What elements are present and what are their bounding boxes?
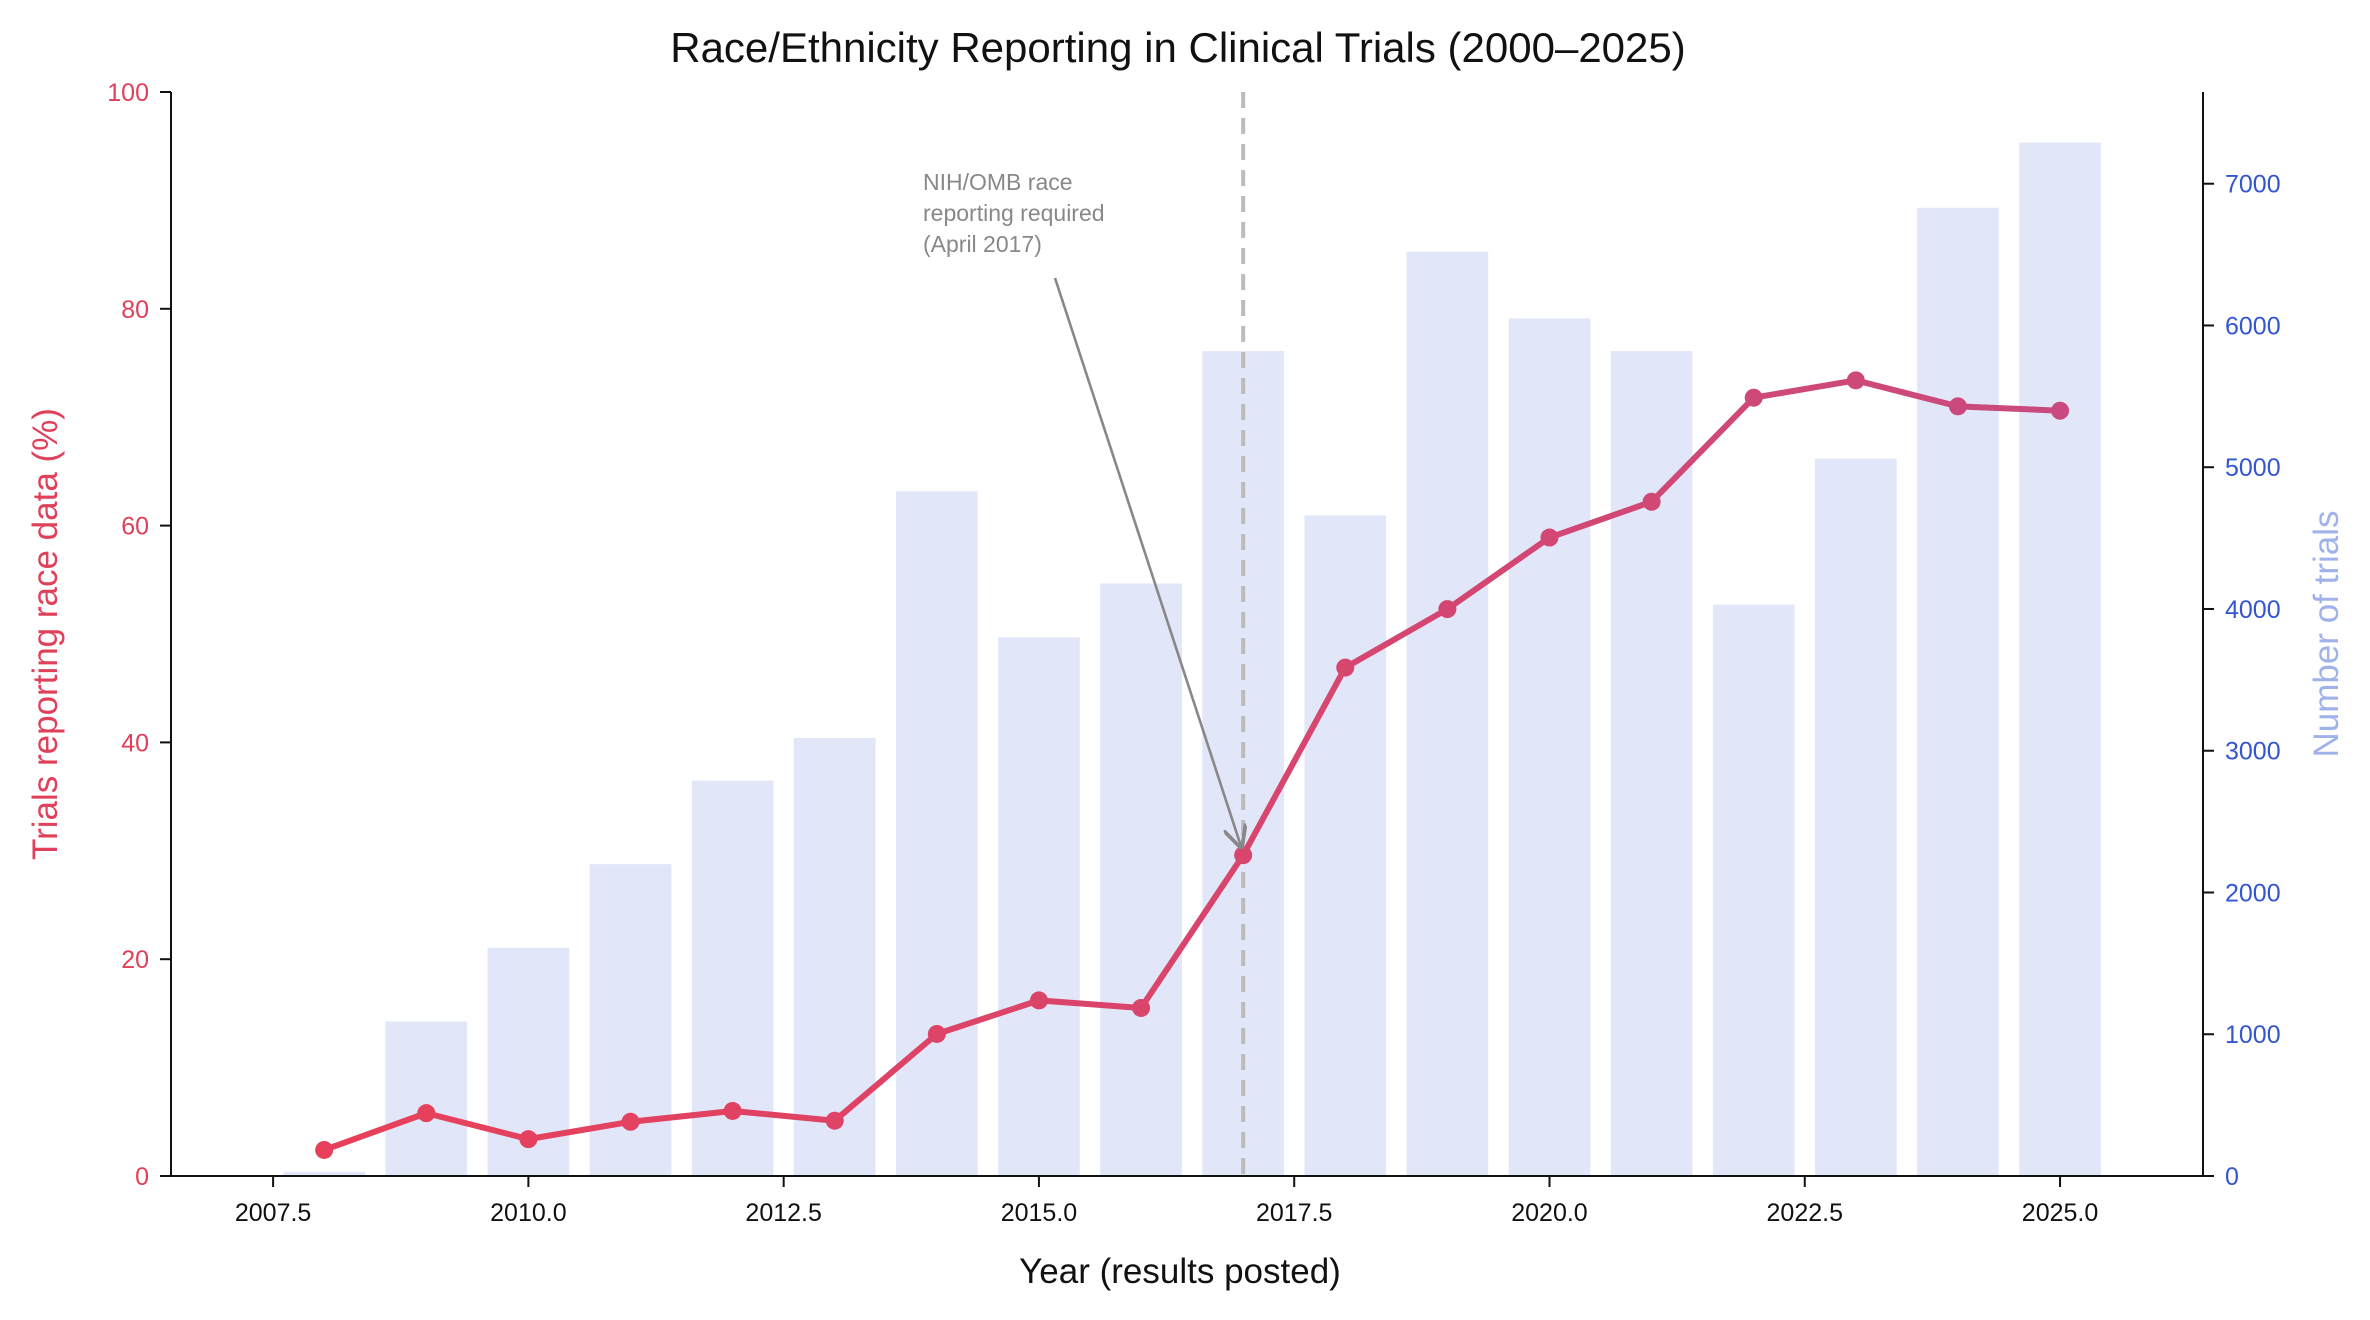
data-point (1744, 388, 1763, 407)
data-point (417, 1104, 436, 1123)
data-point (1846, 371, 1865, 390)
right-y-tick-label: 5000 (2225, 454, 2281, 482)
data-point (315, 1140, 334, 1159)
bar (998, 637, 1080, 1176)
data-point (1642, 492, 1661, 511)
x-tick-label: 2012.5 (745, 1199, 821, 1227)
annotation-line-1: NIH/OMB race (923, 169, 1073, 195)
right-y-axis-ticks: 0 1000 2000 3000 4000 5000 6000 7000 (2203, 171, 2281, 1191)
right-y-tick-label: 4000 (2225, 596, 2281, 624)
data-point (1540, 528, 1559, 547)
bar (1508, 318, 1591, 1176)
left-y-tick-label: 60 (121, 513, 149, 541)
data-point (927, 1024, 946, 1043)
svg-text:NIH/OMB race reporting r: NIH/OMB race reporting required (April 2… (923, 169, 1111, 257)
annotation-arrow (1053, 277, 1241, 847)
x-tick-label: 2007.5 (235, 1199, 311, 1227)
data-point (1029, 991, 1048, 1010)
data-point (621, 1112, 640, 1131)
x-tick-label: 2017.5 (1256, 1199, 1332, 1227)
annotation-line-3: (April 2017) (923, 231, 1042, 257)
data-point (519, 1130, 538, 1149)
x-tick-label: 2022.5 (1767, 1199, 1843, 1227)
bar (1917, 207, 1999, 1176)
data-point (1234, 846, 1253, 865)
bar (1406, 251, 1489, 1176)
data-point (2051, 401, 2070, 420)
x-axis-ticks: 2007.5 2010.0 2012.5 2015.0 2017.5 2020.0 2022… (235, 1176, 2098, 1227)
line-series (315, 371, 2070, 1159)
bar-series (283, 142, 2101, 1177)
series-line (321, 377, 2064, 1153)
bar (1610, 350, 1693, 1176)
x-tick-label: 2020.0 (1511, 1199, 1587, 1227)
bar (895, 491, 978, 1176)
left-y-tick-label: 100 (107, 79, 149, 107)
bar (1100, 583, 1182, 1176)
bar (793, 737, 876, 1176)
x-tick-label: 2015.0 (1001, 1199, 1077, 1227)
bar (2019, 142, 2101, 1177)
left-y-axis-ticks: 0 20 40 60 80 100 (107, 79, 171, 1191)
data-point (1132, 998, 1151, 1017)
data-point (1336, 658, 1355, 677)
bar (1712, 604, 1795, 1176)
bar (1304, 515, 1387, 1176)
x-tick-label: 2010.0 (490, 1199, 566, 1227)
left-y-axis-label: Trials reporting race data (%) (26, 408, 65, 860)
left-y-tick-label: 40 (121, 729, 149, 757)
right-y-tick-label: 1000 (2225, 1021, 2281, 1049)
data-point (1438, 600, 1457, 619)
right-y-tick-label: 0 (2225, 1163, 2239, 1191)
annotation-line-2: reporting required (923, 200, 1105, 226)
left-y-tick-label: 20 (121, 946, 149, 974)
right-y-tick-label: 7000 (2225, 171, 2281, 199)
bar (1814, 458, 1897, 1176)
right-y-tick-label: 3000 (2225, 738, 2281, 766)
left-y-tick-label: 80 (121, 296, 149, 324)
chart-title: Race/Ethnicity Reporting in Clinical Tri… (670, 24, 1686, 71)
right-y-axis-label: Number of trials (2307, 510, 2346, 757)
annotation: NIH/OMB race reporting required (April 2… (923, 169, 1241, 847)
left-y-tick-label: 0 (135, 1163, 149, 1191)
bar (283, 1171, 366, 1176)
right-y-tick-label: 2000 (2225, 879, 2281, 907)
data-point (723, 1101, 742, 1120)
bar (385, 1021, 468, 1176)
x-tick-label: 2025.0 (2022, 1199, 2098, 1227)
x-axis-label: Year (results posted) (1019, 1252, 1341, 1291)
data-point (825, 1111, 844, 1130)
right-y-tick-label: 6000 (2225, 312, 2281, 340)
data-point (1948, 397, 1967, 416)
